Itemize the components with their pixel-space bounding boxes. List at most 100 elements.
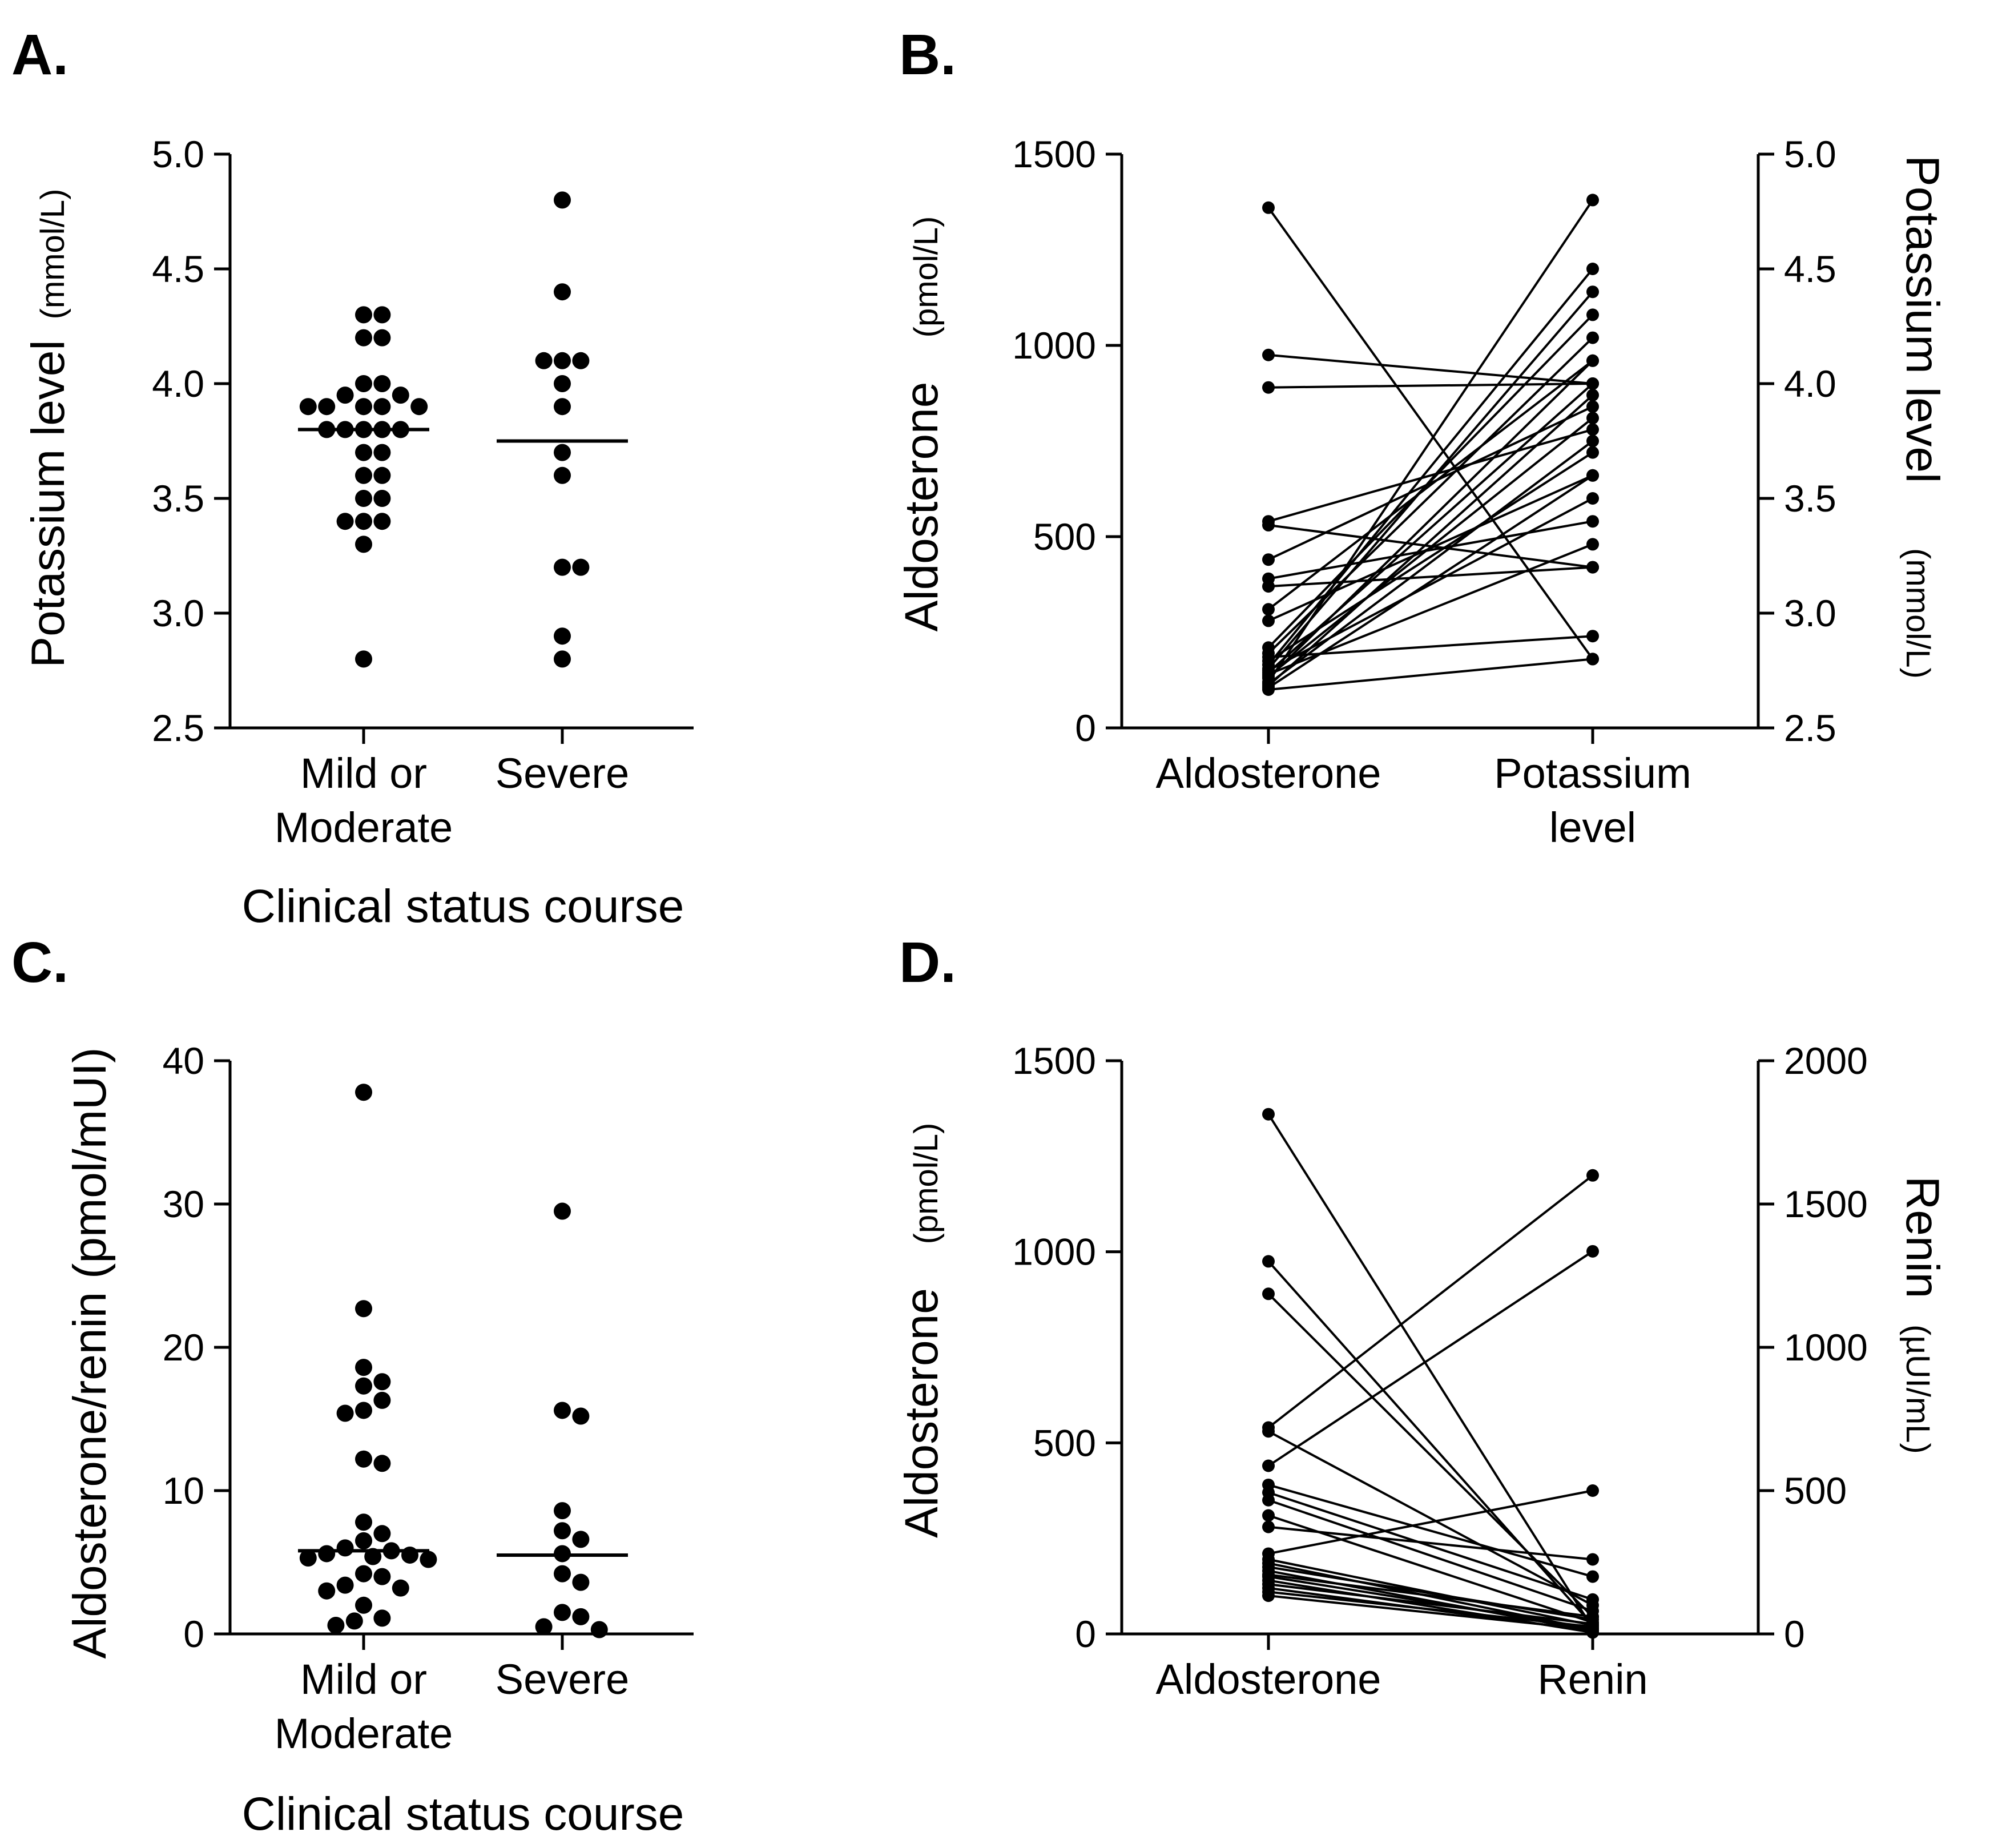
panel-b-pair-point-left	[1262, 348, 1275, 361]
panel-c-data-point	[355, 1532, 372, 1549]
panel-b-pair-point-left	[1262, 381, 1275, 394]
panel-b-pair-line	[1267, 360, 1594, 679]
panel-b-right-axis-unit: (mmol/L)	[1899, 548, 1936, 679]
panel-d-pair-point-left	[1262, 1255, 1275, 1268]
panel-d-pair-line	[1268, 1573, 1593, 1618]
panel-b-pair-line	[1268, 497, 1593, 672]
panel-c-y-tick-label: 20	[163, 1326, 204, 1368]
panel-b-left-axis-unit: (pmol/L)	[908, 216, 945, 338]
panel-d-pair-point-right	[1586, 1553, 1599, 1566]
panel-d-pair-line	[1268, 1430, 1593, 1607]
panel-c-data-point	[392, 1579, 409, 1597]
panel-a-data-point	[373, 375, 391, 392]
panel-b-right-tick-label: 3.5	[1784, 477, 1836, 520]
panel-a-y-tick-label: 2.5	[152, 707, 204, 749]
panel-b-pair-line	[1267, 474, 1594, 689]
panel-b-pair-line	[1268, 566, 1593, 588]
panel-a-data-point	[554, 444, 571, 461]
panel-c-data-point	[554, 1202, 571, 1220]
panel-c-data-point	[373, 1455, 391, 1472]
panel-b-pair-point-right	[1586, 492, 1599, 505]
panel-a-data-point	[554, 650, 571, 668]
panel-a-data-point	[355, 466, 372, 484]
panel-b-pair-point-left	[1262, 614, 1275, 627]
panel-a-data-point	[355, 490, 372, 507]
panel-a-data-point	[373, 466, 391, 484]
panel-c-y-tick-label: 40	[163, 1040, 204, 1082]
panel-c-data-point	[327, 1616, 345, 1634]
panel-d-right-tick-label: 0	[1784, 1613, 1805, 1655]
panel-c-data-point	[554, 1502, 571, 1520]
panel-c-data-point	[590, 1621, 608, 1638]
panel-a-x-axis-label: Clinical status course	[242, 880, 684, 932]
panel-d-pair-point-left	[1262, 1425, 1275, 1438]
panel-a-data-point	[318, 398, 336, 416]
panel-a-data-point	[355, 329, 372, 347]
panel-b-pair-line	[1268, 658, 1593, 691]
panel-d-pair-point-left	[1262, 1459, 1275, 1472]
panel-a-data-point	[572, 558, 590, 576]
panel-c-data-point	[355, 1596, 372, 1614]
panel-b-right-tick-label: 4.0	[1784, 363, 1836, 405]
panel-c-data-point	[535, 1618, 553, 1636]
panel-b-pair-line	[1268, 383, 1593, 389]
panel-d-pair-point-left	[1262, 1287, 1275, 1301]
panel-b-right-tick-label: 2.5	[1784, 707, 1836, 749]
panel-b-pair-line	[1267, 268, 1594, 666]
panel-c-data-point	[355, 1402, 372, 1419]
panel-b-right-axis-label: Potassium level	[1896, 155, 1948, 483]
panel-c-category-label: Mild or	[300, 1656, 427, 1703]
panel-c-data-point	[355, 1300, 372, 1318]
panel-b-category-label: Aldosterone	[1156, 750, 1381, 797]
panel-d-pair-line	[1268, 1525, 1593, 1561]
panel-c-data-point	[355, 1377, 372, 1395]
panel-c-data-point	[420, 1551, 437, 1568]
panel-c-data-point	[373, 1391, 391, 1409]
panel-b-pair-point-left	[1262, 580, 1275, 593]
panel-b-right-tick-label: 4.5	[1784, 248, 1836, 290]
panel-c-data-point	[336, 1539, 354, 1557]
panel-c-y-tick-label: 30	[163, 1183, 204, 1225]
panel-b-pair-point-right	[1586, 308, 1599, 321]
panel-d-pair-line	[1268, 1595, 1593, 1631]
panel-a-category-label: Severe	[496, 750, 629, 797]
panel-d-pair-point-right	[1586, 1484, 1599, 1497]
panel-d-right-tick-label: 1000	[1784, 1326, 1868, 1368]
panel-c-y-tick-label: 10	[163, 1469, 204, 1512]
panel-a-data-point	[355, 306, 372, 324]
panel-b-y-tick-label: 500	[1033, 516, 1096, 558]
panel-c-data-point	[554, 1522, 571, 1540]
panel-d-pair-line	[1267, 1113, 1594, 1629]
panel-a-data-point	[373, 398, 391, 416]
panel-a-data-point	[554, 558, 571, 576]
panel-d-pair-point-left	[1262, 1493, 1275, 1507]
panel-d-pair-point-right	[1586, 1245, 1599, 1258]
panel-d-pair-line	[1268, 1583, 1593, 1625]
panel-c-data-point	[554, 1565, 571, 1583]
panel-b-pair-point-right	[1586, 630, 1599, 643]
panel-c-y-tick-label: 0	[183, 1613, 204, 1655]
panel-d-pair-point-right	[1586, 1169, 1599, 1182]
panel-a-data-point	[336, 513, 354, 530]
panel-a-data-point	[554, 398, 571, 416]
panel-b-y-tick-label: 1000	[1012, 324, 1096, 367]
panel-d-right-tick-label: 1500	[1784, 1183, 1868, 1225]
panel-b-pair-line	[1268, 353, 1593, 385]
panel-c-data-point	[554, 1402, 571, 1419]
panel-a-data-point	[572, 352, 590, 369]
panel-a-data-point	[392, 386, 409, 404]
panel-b-panel-letter: B.	[899, 23, 956, 87]
panel-d-pair-line	[1268, 1491, 1593, 1601]
panel-b-pair-point-left	[1262, 683, 1275, 696]
panel-c-data-point	[355, 1359, 372, 1376]
panel-d-pair-line	[1267, 1293, 1594, 1618]
panel-a-y-tick-label: 5.0	[152, 133, 204, 175]
panel-d-y-tick-label: 1500	[1012, 1040, 1096, 1082]
panel-a-data-point	[299, 398, 317, 416]
panel-a-category-label: Mild or	[300, 750, 427, 797]
panel-c-data-point	[336, 1404, 354, 1422]
panel-b-y-tick-label: 0	[1075, 707, 1096, 749]
panel-d-right-tick-label: 500	[1784, 1469, 1847, 1512]
panel-d-pair-point-left	[1262, 1108, 1275, 1121]
